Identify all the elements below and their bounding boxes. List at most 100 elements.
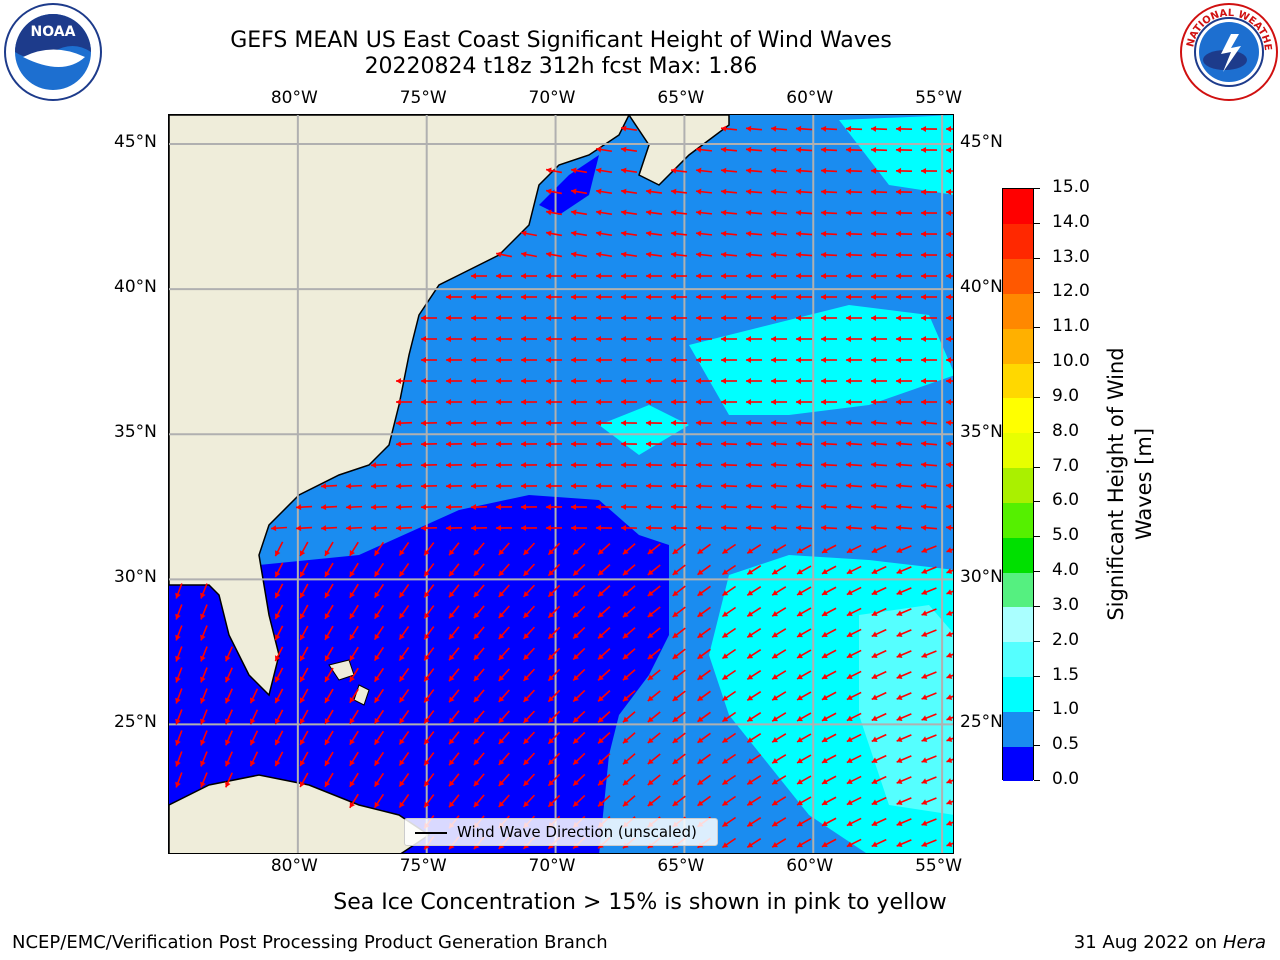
wave-direction-arrow <box>820 167 838 174</box>
wave-direction-arrow <box>496 336 512 342</box>
wave-direction-arrow <box>871 838 887 848</box>
wave-direction-arrow <box>621 399 637 405</box>
wave-direction-arrow <box>596 315 612 321</box>
wave-direction-arrow <box>299 709 309 725</box>
wave-direction-arrow <box>522 626 536 640</box>
wave-direction-arrow <box>896 818 912 826</box>
wave-direction-arrow <box>697 711 711 723</box>
wave-direction-arrow <box>871 565 887 575</box>
wave-direction-arrow <box>920 524 938 531</box>
wave-direction-arrow <box>770 419 788 426</box>
wave-direction-arrow <box>522 605 536 619</box>
wave-direction-arrow <box>547 563 561 577</box>
wave-direction-arrow <box>695 524 713 531</box>
wave-direction-arrow <box>945 209 953 216</box>
wave-direction-arrow <box>796 399 812 405</box>
wave-direction-arrow <box>845 419 863 426</box>
wave-direction-arrow <box>498 647 510 661</box>
wave-direction-arrow <box>921 839 937 847</box>
wave-direction-arrow <box>695 209 713 216</box>
wave-direction-arrow <box>647 543 661 555</box>
wave-direction-arrow <box>921 776 937 784</box>
wave-direction-arrow <box>571 315 587 321</box>
wave-direction-arrow <box>821 817 837 827</box>
wave-direction-arrow <box>420 504 438 511</box>
wave-direction-arrow <box>896 357 912 363</box>
colorbar-tick-label: 8.0 <box>1052 420 1080 441</box>
wave-direction-arrow <box>746 816 762 828</box>
wave-direction-arrow <box>821 628 837 638</box>
wave-direction-arrow <box>545 251 563 258</box>
wave-direction-arrow <box>175 667 183 683</box>
wave-direction-arrow <box>746 837 762 849</box>
wave-direction-arrow <box>572 668 586 682</box>
wave-direction-arrow <box>671 315 687 321</box>
wave-direction-arrow <box>521 378 537 384</box>
wave-direction-arrow <box>545 209 563 216</box>
wave-direction-arrow <box>721 837 737 849</box>
lon-label-top: 75°W <box>399 88 447 108</box>
wave-direction-arrow <box>421 357 437 363</box>
high-wave-region-ne <box>839 115 953 195</box>
wave-direction-arrow <box>770 209 788 216</box>
wave-direction-arrow <box>695 419 713 426</box>
lat-label-left: 30°N <box>114 567 157 588</box>
wave-direction-arrow <box>795 482 813 489</box>
wave-direction-arrow <box>946 818 953 826</box>
wave-direction-arrow <box>470 420 488 427</box>
wave-direction-arrow <box>670 440 688 447</box>
wave-direction-arrow <box>200 688 208 704</box>
wave-direction-arrow <box>672 648 686 660</box>
wave-direction-arrow <box>770 461 788 468</box>
wave-direction-arrow <box>596 399 612 405</box>
wave-direction-arrow <box>846 838 862 848</box>
wave-direction-arrow <box>249 730 259 746</box>
wave-direction-arrow <box>421 378 437 384</box>
wave-direction-arrow <box>795 209 813 216</box>
wave-direction-arrow <box>520 525 538 532</box>
wave-direction-arrow <box>647 564 661 576</box>
wave-direction-arrow <box>720 251 738 258</box>
wave-direction-arrow <box>871 273 887 279</box>
wave-direction-arrow <box>420 462 438 469</box>
wave-direction-arrow <box>821 733 837 743</box>
lat-label-left: 40°N <box>114 277 157 298</box>
wave-direction-arrow <box>545 462 563 469</box>
wave-direction-arrow <box>446 378 462 384</box>
wave-direction-arrow <box>720 209 738 216</box>
wave-direction-arrow <box>473 731 485 745</box>
wave-direction-arrow <box>274 583 284 599</box>
wave-direction-arrow <box>200 646 208 662</box>
wave-direction-arrow <box>545 230 563 237</box>
wave-direction-arrow <box>896 734 912 742</box>
wave-direction-arrow <box>471 399 487 405</box>
wave-direction-arrow <box>920 125 938 132</box>
wave-direction-arrow <box>821 378 837 384</box>
wave-direction-arrow <box>796 336 812 342</box>
wave-direction-arrow <box>522 710 536 724</box>
wave-direction-arrow <box>870 440 888 447</box>
wave-direction-arrow <box>821 838 837 848</box>
wave-direction-arrow <box>545 483 563 490</box>
wave-direction-arrow <box>420 483 438 490</box>
wave-direction-arrow <box>522 668 536 682</box>
wave-direction-arrow <box>697 585 711 597</box>
wave-direction-arrow <box>421 399 437 405</box>
wave-direction-arrow <box>646 273 662 279</box>
wave-direction-arrow <box>821 712 837 722</box>
wave-direction-arrow <box>522 794 536 808</box>
wave-direction-arrow <box>846 712 862 722</box>
wave-direction-arrow <box>349 541 359 557</box>
wave-direction-arrow <box>645 524 663 531</box>
wave-direction-arrow <box>520 420 538 427</box>
wave-direction-arrow <box>498 668 510 682</box>
wave-direction-arrow <box>647 627 661 639</box>
wave-direction-arrow <box>870 419 888 426</box>
wave-direction-arrow <box>498 563 510 577</box>
colorbar-tickmark <box>1034 396 1040 398</box>
wave-direction-arrow <box>395 525 413 532</box>
wave-direction-arrow <box>597 669 611 681</box>
colorbar-tick-label: 4.0 <box>1052 560 1080 581</box>
wave-direction-arrow <box>845 230 863 237</box>
wave-direction-arrow <box>274 646 284 662</box>
